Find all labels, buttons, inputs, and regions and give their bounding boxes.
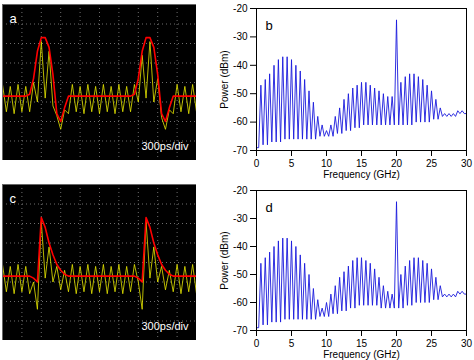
svg-text:30: 30 (461, 338, 473, 349)
svg-text:Frequency (GHz): Frequency (GHz) (323, 169, 400, 180)
svg-text:Frequency (GHz): Frequency (GHz) (323, 349, 400, 360)
svg-text:b: b (266, 18, 273, 33)
svg-text:0: 0 (254, 338, 260, 349)
svg-text:-40: -40 (233, 241, 248, 252)
svg-text:Power (dBm): Power (dBm) (219, 231, 230, 289)
svg-text:300ps/div: 300ps/div (141, 140, 189, 152)
svg-text:-20: -20 (233, 185, 248, 196)
svg-text:0: 0 (254, 158, 260, 169)
svg-text:Power (dBm): Power (dBm) (219, 50, 230, 108)
svg-text:10: 10 (321, 338, 333, 349)
svg-text:-60: -60 (233, 297, 248, 308)
svg-text:-70: -70 (233, 145, 248, 156)
svg-text:10: 10 (321, 158, 333, 169)
svg-text:15: 15 (356, 158, 368, 169)
svg-text:15: 15 (356, 338, 368, 349)
svg-text:-50: -50 (233, 269, 248, 280)
svg-text:300ps/div: 300ps/div (141, 320, 189, 332)
svg-text:-60: -60 (233, 116, 248, 127)
svg-text:25: 25 (426, 338, 438, 349)
svg-text:-30: -30 (233, 31, 248, 42)
svg-text:c: c (10, 191, 17, 206)
svg-text:-70: -70 (233, 325, 248, 336)
svg-text:-30: -30 (233, 213, 248, 224)
svg-text:20: 20 (391, 158, 403, 169)
svg-text:-50: -50 (233, 88, 248, 99)
svg-text:-20: -20 (233, 3, 248, 14)
svg-text:20: 20 (391, 338, 403, 349)
svg-text:-40: -40 (233, 60, 248, 71)
svg-text:d: d (266, 200, 273, 215)
svg-text:5: 5 (289, 338, 295, 349)
svg-text:30: 30 (461, 158, 473, 169)
svg-text:5: 5 (289, 158, 295, 169)
svg-text:25: 25 (426, 158, 438, 169)
svg-text:a: a (10, 11, 18, 26)
